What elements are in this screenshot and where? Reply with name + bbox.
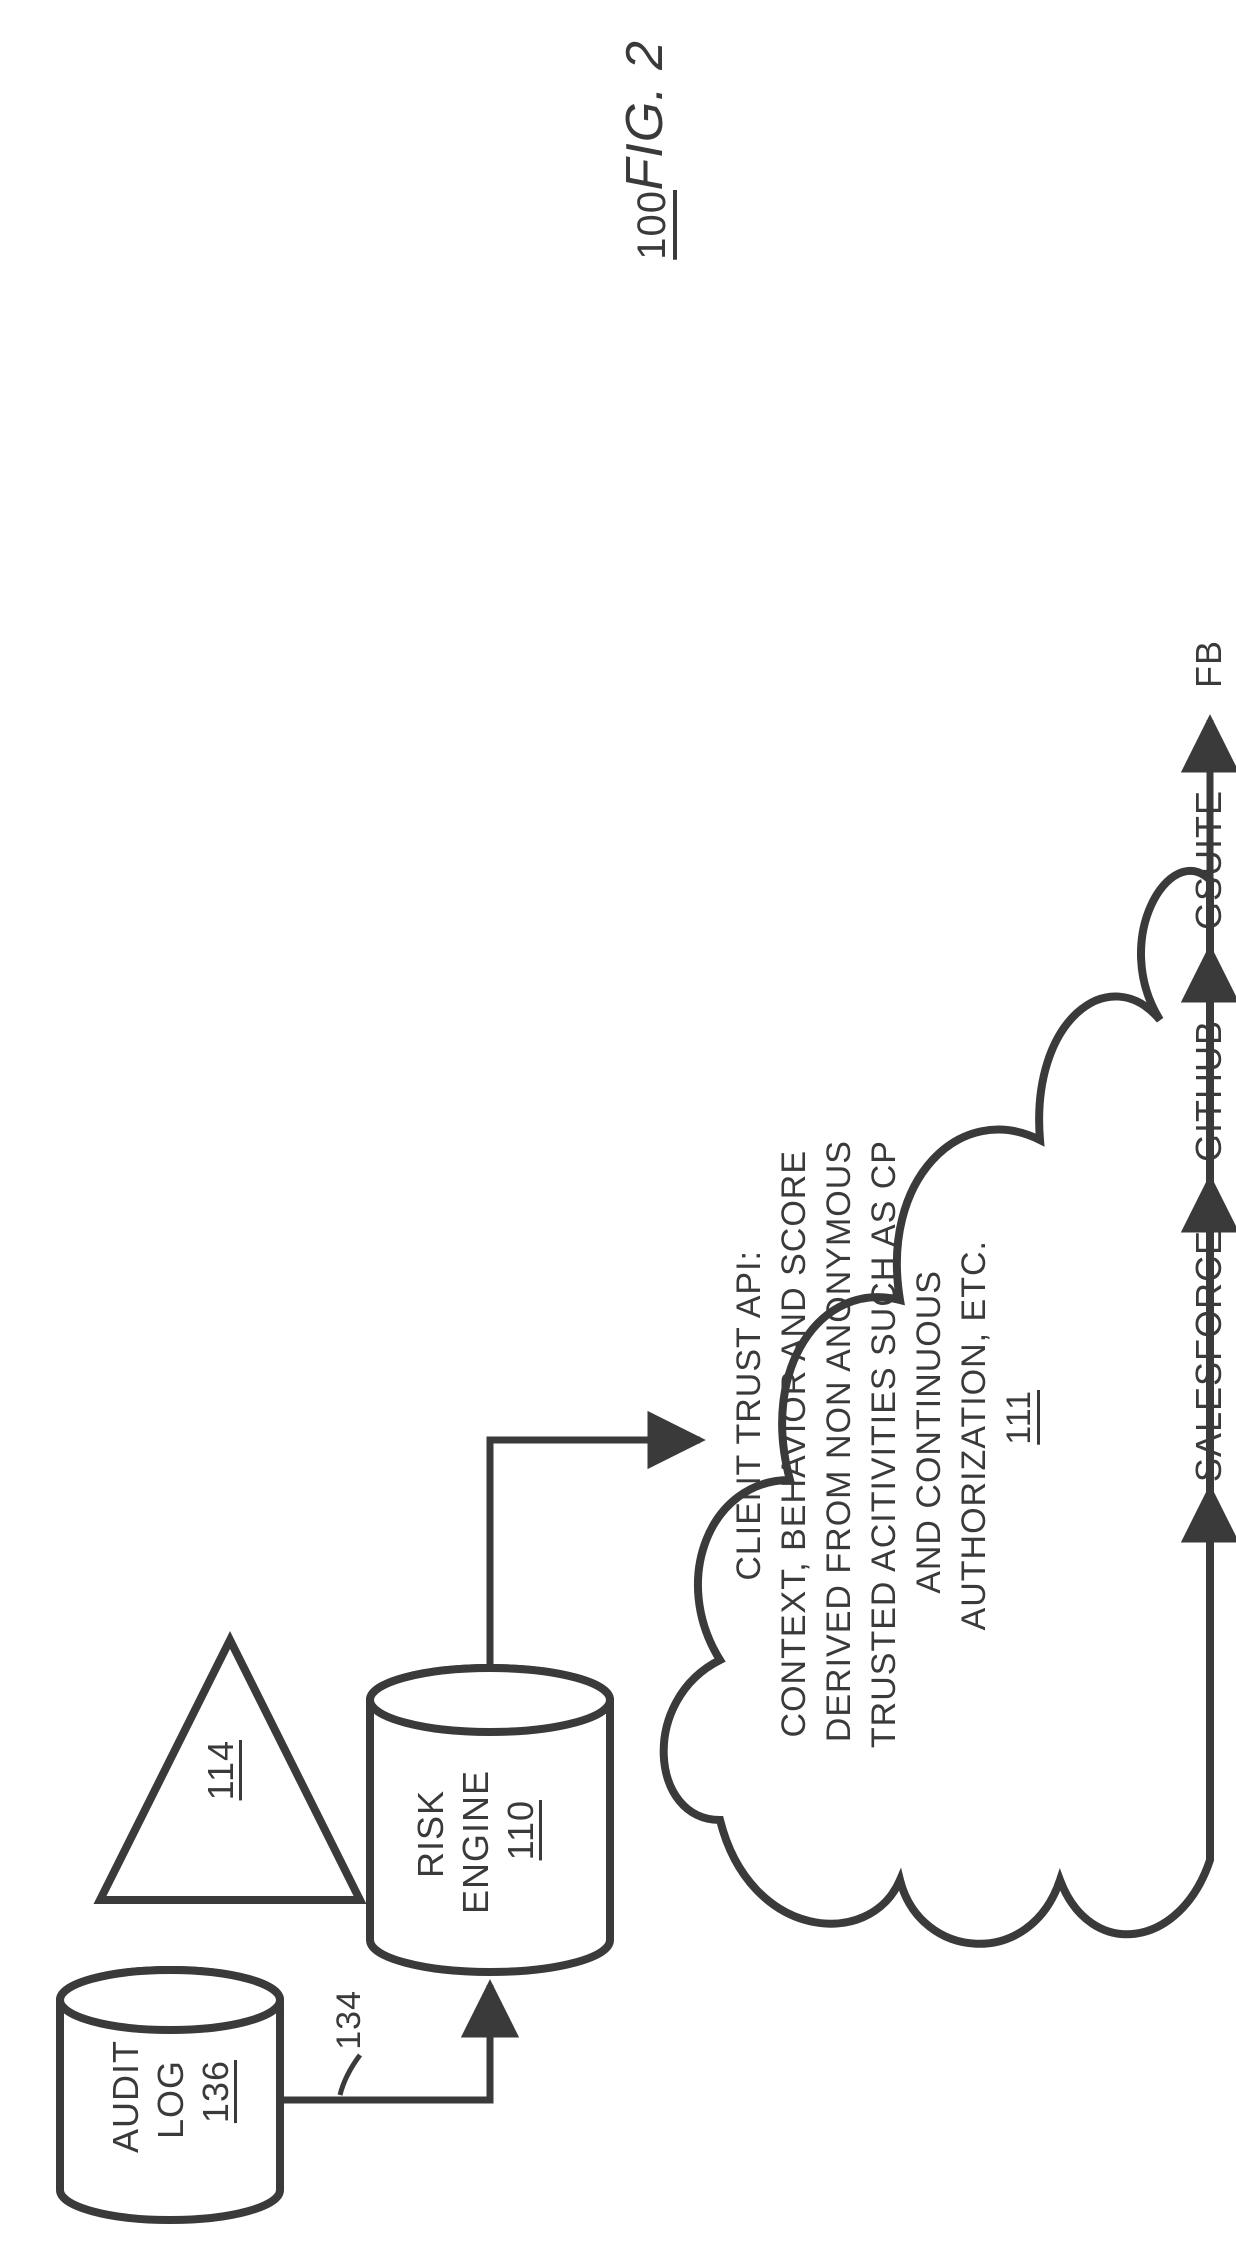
output-gsuite-label: GSUITE <box>1188 790 1230 930</box>
audit-log-subtitle: LOG <box>150 2060 192 2139</box>
risk-engine-ref: 110 <box>500 1800 542 1860</box>
cloud-line-1: CONTEXT, BEHAVIOR AND SCORE <box>775 1150 814 1737</box>
cloud-line-0: CLIENT TRUST API: <box>730 1250 769 1581</box>
output-salesforce-label: SALESFORCE <box>1188 1230 1230 1482</box>
diagram-svg <box>0 0 1236 2248</box>
diagram-canvas: 114 AUDIT LOG 136 134 RISK ENGINE 110 CL… <box>0 0 1236 2248</box>
risk-engine-title: RISK <box>410 1790 452 1878</box>
edge-audit-ref: 134 <box>330 1990 369 2050</box>
edge-audit-to-risk <box>280 1985 490 2100</box>
output-github-label: GITHUB <box>1188 1020 1230 1162</box>
cloud-line-5: AUTHORIZATION, ETC. <box>955 1240 994 1630</box>
edge-risk-to-cloud <box>490 1440 700 1665</box>
cloud-ref: 111 <box>1000 1390 1039 1445</box>
audit-log-title: AUDIT <box>105 2040 147 2153</box>
triangle-ref: 114 <box>200 1740 242 1800</box>
figure-caption: FIG. 2 <box>615 40 675 190</box>
risk-engine-subtitle: ENGINE <box>455 1770 497 1914</box>
audit-log-ref: 136 <box>195 2060 237 2123</box>
figure-ref: 100 <box>630 190 675 260</box>
output-fb-label: FB <box>1188 640 1230 688</box>
cloud-line-4: AND CONTINUOUS <box>910 1270 949 1594</box>
cloud-line-2: DERIVED FROM NON ANONYMOUS <box>820 1140 859 1742</box>
cloud-line-3: TRUSTED ACITIVITIES SUCH AS CP <box>865 1140 904 1748</box>
